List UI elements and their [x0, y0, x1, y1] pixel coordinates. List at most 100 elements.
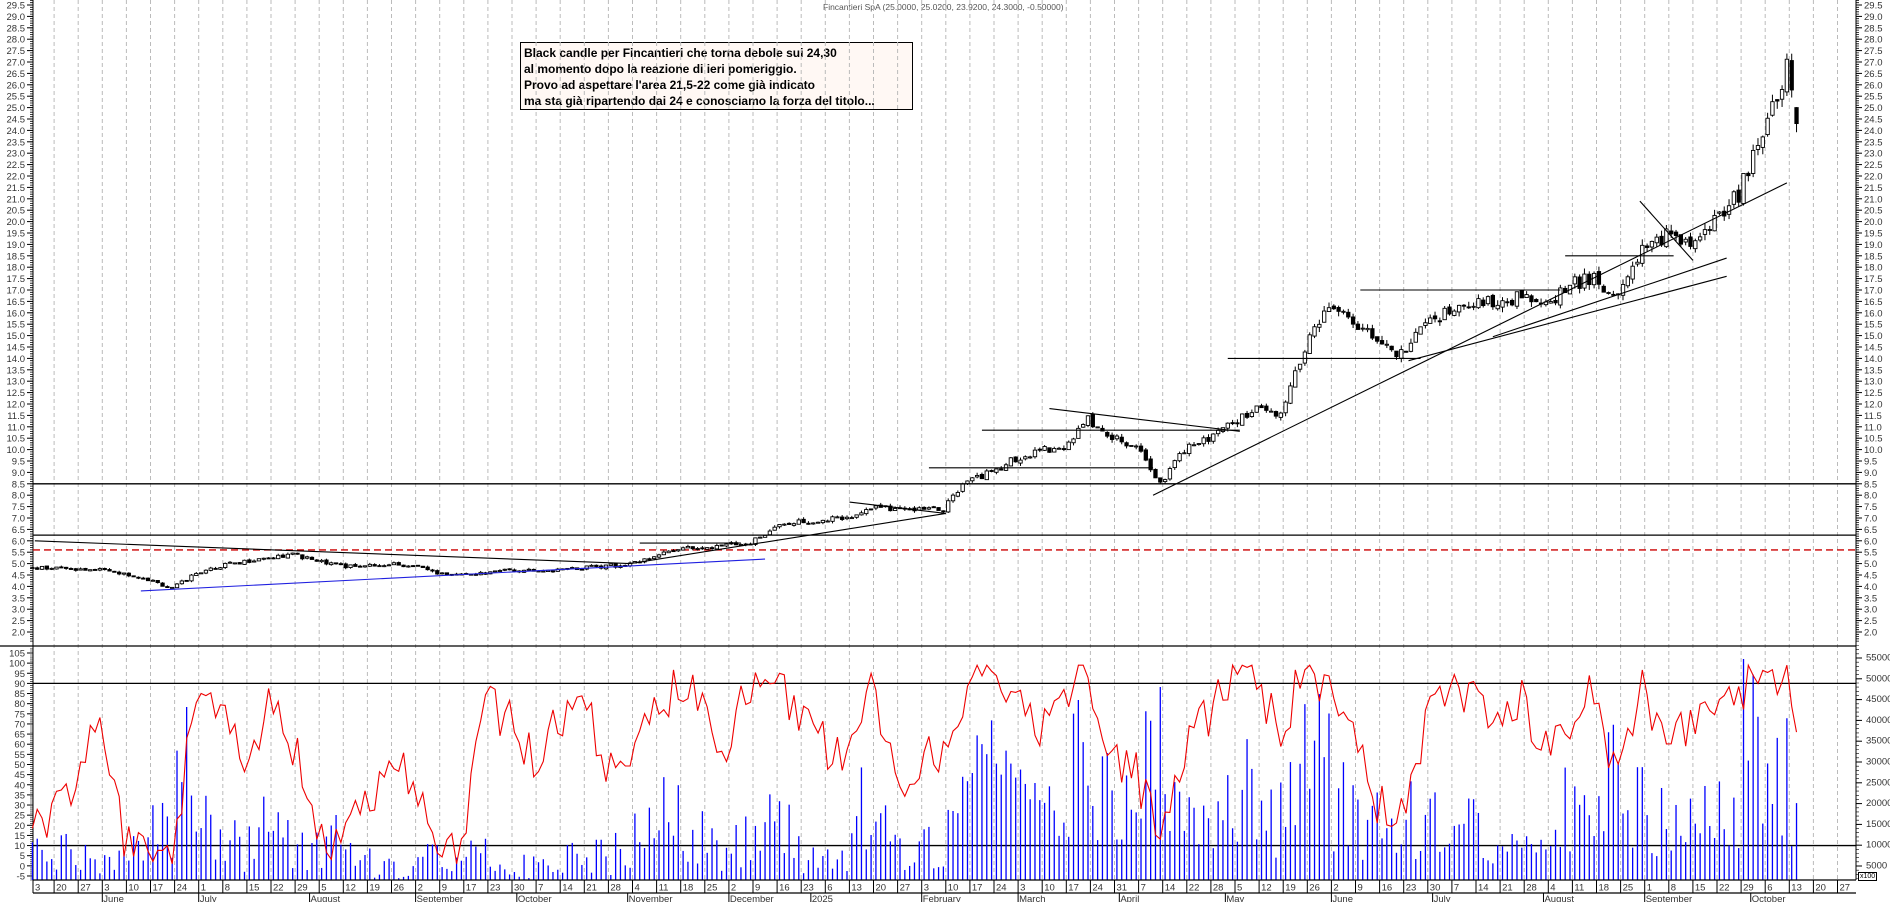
candle	[700, 546, 705, 550]
price-tick-label: 6.0	[12, 536, 25, 547]
candle-body	[1789, 60, 1794, 91]
candle	[88, 569, 93, 572]
candle	[647, 557, 652, 561]
candle	[970, 477, 975, 483]
week-label: 5	[321, 883, 326, 894]
candle	[63, 566, 69, 570]
price-tick-label: 6.0	[1864, 536, 1877, 547]
oscillator-tick-label: 95	[14, 669, 25, 680]
candle	[1124, 441, 1129, 449]
candle	[411, 565, 416, 568]
candle	[59, 565, 64, 569]
candle	[1779, 85, 1785, 107]
month-label: August	[311, 894, 341, 902]
candle	[946, 498, 951, 513]
price-tick-label: 20.0	[1864, 217, 1883, 228]
candle-body	[63, 566, 69, 569]
candle	[1707, 225, 1712, 235]
trendline	[1408, 275, 1727, 362]
candle-body	[444, 572, 450, 576]
candle	[772, 525, 777, 531]
price-tick-label: 27.5	[1864, 46, 1883, 57]
candle-body	[652, 556, 657, 560]
price-tick-label: 29.0	[7, 12, 26, 23]
candle	[1399, 345, 1404, 363]
price-tick-label: 20.5	[1864, 206, 1883, 217]
week-label: 14	[1165, 883, 1176, 894]
price-tick-label: 18.5	[1864, 251, 1883, 262]
candle-body	[970, 477, 975, 482]
candle-body	[1697, 236, 1703, 241]
candle	[285, 552, 291, 559]
candle-body	[700, 547, 705, 550]
week-label: 13	[1791, 883, 1802, 894]
candle-body	[1423, 322, 1428, 326]
candle-body	[1355, 323, 1361, 330]
price-tick-label: 2.5	[1864, 616, 1877, 627]
week-label: 12	[1261, 883, 1272, 894]
candle	[439, 572, 445, 575]
candle-body	[1206, 437, 1211, 442]
candle-body	[1138, 445, 1144, 452]
candle-body	[512, 569, 517, 572]
candle-body	[1254, 405, 1259, 413]
price-tick-label: 5.0	[12, 559, 25, 570]
candle	[1268, 408, 1274, 413]
candle	[1452, 309, 1457, 317]
candle-body	[1302, 351, 1308, 364]
candle	[950, 493, 956, 503]
week-label: 30	[514, 883, 525, 894]
price-tick-label: 3.5	[1864, 593, 1877, 604]
week-label: 17	[153, 883, 164, 894]
week-label: 29	[297, 883, 308, 894]
candle-body	[1109, 434, 1115, 440]
candle-body	[999, 468, 1004, 471]
candle-body	[1630, 265, 1635, 280]
price-tick-label: 4.0	[1864, 582, 1877, 593]
candle-body	[1765, 117, 1770, 136]
candle-body	[550, 570, 556, 573]
candle-body	[1582, 273, 1587, 289]
candle-body	[1346, 311, 1351, 318]
oscillator-tick-label: 15	[14, 831, 25, 842]
candle-body	[801, 518, 806, 524]
week-label: 17	[1068, 883, 1079, 894]
candle	[256, 558, 262, 562]
oscillator-tick-label: 90	[14, 679, 25, 690]
candle-body	[1673, 231, 1679, 236]
candle	[666, 550, 671, 554]
candle-body	[1027, 456, 1033, 459]
candle-body	[44, 565, 50, 570]
candle-body	[68, 568, 74, 570]
candle-body	[1736, 189, 1741, 203]
candle-body	[121, 572, 127, 575]
candle-body	[492, 570, 498, 573]
candle-body	[1548, 301, 1553, 304]
candle	[372, 563, 377, 567]
candle	[126, 572, 131, 578]
candle	[1548, 299, 1553, 304]
week-label: 3	[35, 883, 40, 894]
oscillator-tick-label: 25	[14, 811, 25, 822]
candle-body	[1644, 245, 1650, 248]
week-label: 30	[1430, 883, 1441, 894]
candle-body	[1167, 468, 1173, 480]
candle-body	[83, 567, 88, 571]
candle	[1514, 291, 1520, 309]
candle	[295, 552, 300, 555]
month-label: September	[1646, 894, 1692, 902]
candle-body	[1119, 436, 1124, 443]
candle	[840, 515, 845, 521]
candle-body	[1322, 310, 1327, 323]
price-tick-label: 14.5	[7, 343, 26, 354]
candle	[1379, 335, 1385, 345]
candle	[362, 565, 368, 568]
price-tick-label: 2.0	[12, 628, 25, 639]
week-label: 15	[1695, 883, 1706, 894]
candle	[170, 586, 175, 589]
candle	[1264, 403, 1269, 413]
candle-body	[1259, 405, 1264, 409]
candle	[1134, 444, 1139, 450]
candle	[497, 569, 503, 572]
